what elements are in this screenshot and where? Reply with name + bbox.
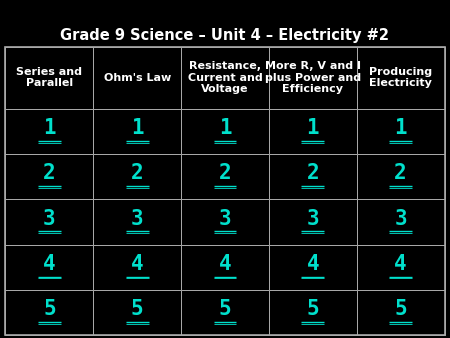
- Bar: [181, 109, 269, 154]
- Bar: [181, 245, 269, 290]
- Text: 4: 4: [394, 254, 407, 274]
- Text: 2: 2: [43, 163, 56, 183]
- Text: 3: 3: [219, 209, 231, 228]
- Text: 2: 2: [394, 163, 407, 183]
- Text: Ohm's Law: Ohm's Law: [104, 73, 171, 83]
- Text: 5: 5: [131, 299, 144, 319]
- Text: 5: 5: [219, 299, 231, 319]
- Text: Resistance,
Current and
Voltage: Resistance, Current and Voltage: [188, 61, 262, 94]
- Text: 2: 2: [131, 163, 144, 183]
- Text: 3: 3: [306, 209, 319, 228]
- Text: More R, V and I
plus Power and
Efficiency: More R, V and I plus Power and Efficienc…: [265, 61, 361, 94]
- Bar: [181, 47, 269, 109]
- Text: 2: 2: [219, 163, 231, 183]
- Text: 1: 1: [306, 118, 319, 138]
- Text: 5: 5: [394, 299, 407, 319]
- Text: 4: 4: [131, 254, 144, 274]
- Bar: [357, 199, 445, 245]
- Bar: [357, 290, 445, 335]
- Bar: [357, 109, 445, 154]
- Bar: [5, 290, 93, 335]
- Text: Producing
Electricity: Producing Electricity: [369, 67, 432, 89]
- Bar: [93, 245, 181, 290]
- Bar: [93, 109, 181, 154]
- Text: Grade 9 Science – Unit 4 – Electricity #2: Grade 9 Science – Unit 4 – Electricity #…: [60, 28, 390, 43]
- Text: 3: 3: [43, 209, 56, 228]
- Bar: [5, 154, 93, 199]
- Bar: [93, 154, 181, 199]
- Bar: [5, 47, 93, 109]
- Bar: [269, 290, 357, 335]
- Bar: [5, 199, 93, 245]
- Bar: [93, 199, 181, 245]
- Text: 1: 1: [219, 118, 231, 138]
- Text: 5: 5: [43, 299, 56, 319]
- Bar: [93, 290, 181, 335]
- Text: 2: 2: [306, 163, 319, 183]
- Bar: [5, 47, 445, 335]
- Text: 4: 4: [219, 254, 231, 274]
- Text: Series and
Parallel: Series and Parallel: [16, 67, 82, 89]
- Bar: [181, 290, 269, 335]
- Text: 3: 3: [394, 209, 407, 228]
- Bar: [5, 109, 93, 154]
- Text: 5: 5: [306, 299, 319, 319]
- Bar: [357, 47, 445, 109]
- Bar: [269, 245, 357, 290]
- Bar: [5, 245, 93, 290]
- Bar: [357, 154, 445, 199]
- Bar: [269, 109, 357, 154]
- Bar: [269, 199, 357, 245]
- Bar: [93, 47, 181, 109]
- Bar: [181, 154, 269, 199]
- Bar: [269, 154, 357, 199]
- Text: 3: 3: [131, 209, 144, 228]
- Text: 4: 4: [306, 254, 319, 274]
- Bar: [181, 199, 269, 245]
- Bar: [269, 47, 357, 109]
- Text: 1: 1: [131, 118, 144, 138]
- Bar: [357, 245, 445, 290]
- Text: 4: 4: [43, 254, 56, 274]
- Text: 1: 1: [43, 118, 56, 138]
- Text: 1: 1: [394, 118, 407, 138]
